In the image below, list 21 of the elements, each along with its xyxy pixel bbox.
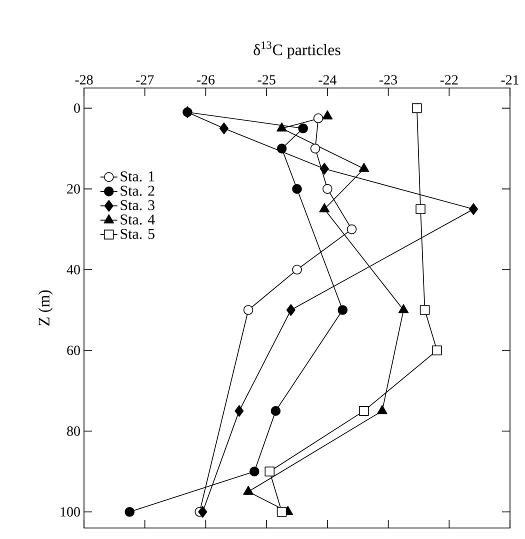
legend-label: Sta. 2 bbox=[120, 186, 154, 196]
legend-label: Sta. 4 bbox=[120, 214, 155, 225]
y-tick-label: 100 bbox=[60, 507, 80, 517]
x-tick-label: -25 bbox=[258, 75, 276, 84]
y-tick-label: 80 bbox=[67, 426, 80, 436]
x-tick-label: -28 bbox=[75, 75, 93, 84]
x-tick-label: -24 bbox=[318, 75, 337, 84]
y-tick-label: 60 bbox=[67, 346, 80, 356]
x-tick-label: -27 bbox=[136, 75, 154, 84]
x-axis-title: δ$^{13}$C particles bbox=[254, 41, 340, 58]
y-tick-label: 0 bbox=[74, 103, 80, 113]
y-tick-label: 20 bbox=[67, 184, 80, 194]
x-tick-label: -22 bbox=[440, 75, 458, 84]
x-tick-label: -21 bbox=[501, 75, 518, 84]
y-axis-title: Z (m) bbox=[38, 290, 53, 326]
y-tick-label: 40 bbox=[66, 264, 80, 274]
legend-label: Sta. 3 bbox=[120, 200, 154, 210]
legend-label: Sta. 5 bbox=[120, 228, 154, 239]
x-tick-label: -23 bbox=[380, 75, 398, 84]
legend-label: Sta. 1 bbox=[120, 171, 154, 182]
x-tick-label: -26 bbox=[196, 75, 215, 84]
